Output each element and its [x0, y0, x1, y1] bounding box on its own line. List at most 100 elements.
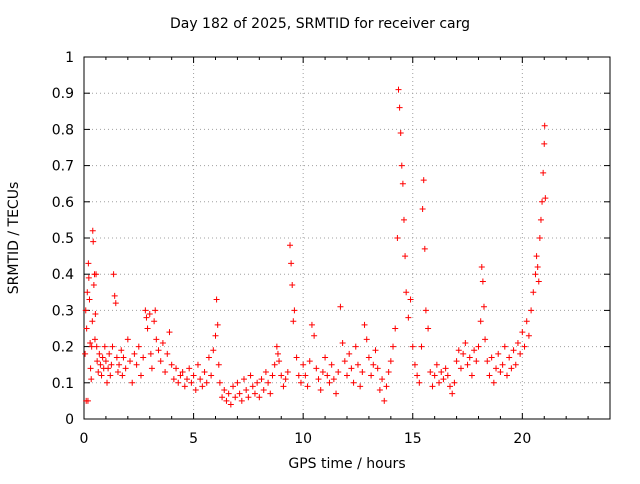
- data-point: [265, 379, 272, 386]
- data-point: [98, 372, 105, 379]
- data-point: [510, 347, 517, 354]
- data-point: [429, 383, 436, 390]
- data-point: [110, 271, 117, 278]
- data-point: [475, 343, 482, 350]
- data-point: [533, 253, 540, 260]
- data-point: [431, 372, 438, 379]
- data-point: [184, 376, 191, 383]
- data-point: [112, 300, 119, 307]
- data-point: [479, 278, 486, 285]
- data-point: [170, 376, 177, 383]
- data-point: [512, 361, 519, 368]
- data-point: [159, 339, 166, 346]
- data-point: [135, 343, 142, 350]
- data-point: [352, 343, 359, 350]
- data-point: [107, 372, 114, 379]
- data-point: [157, 358, 164, 365]
- data-point: [247, 372, 254, 379]
- data-point: [365, 354, 372, 361]
- data-point: [397, 130, 404, 137]
- data-point: [151, 318, 158, 325]
- data-point: [442, 365, 449, 372]
- x-axis-label: GPS time / hours: [288, 456, 406, 472]
- data-point: [460, 350, 467, 357]
- data-point: [89, 318, 96, 325]
- data-point: [101, 343, 108, 350]
- data-point: [523, 318, 530, 325]
- data-point: [249, 383, 256, 390]
- data-point: [405, 314, 412, 321]
- x-tick-label: 0: [80, 431, 89, 447]
- data-point: [97, 361, 104, 368]
- data-point: [111, 292, 118, 299]
- data-point: [122, 365, 129, 372]
- data-point: [499, 361, 506, 368]
- data-point: [335, 368, 342, 375]
- data-point: [297, 379, 304, 386]
- data-point: [350, 379, 357, 386]
- data-point: [215, 361, 222, 368]
- data-point: [230, 383, 237, 390]
- data-point: [495, 350, 502, 357]
- y-tick-label: 0.5: [52, 231, 74, 247]
- data-point: [223, 397, 230, 404]
- data-point: [333, 390, 340, 397]
- data-point: [144, 325, 151, 332]
- data-point: [422, 307, 429, 314]
- data-point: [91, 336, 98, 343]
- data-point: [94, 358, 101, 365]
- data-point: [514, 339, 521, 346]
- data-point: [274, 350, 281, 357]
- data-point: [436, 379, 443, 386]
- y-tick-label: 0: [65, 412, 74, 428]
- data-point: [179, 368, 186, 375]
- data-point: [269, 372, 276, 379]
- data-point: [113, 354, 120, 361]
- y-tick-label: 0.6: [52, 195, 74, 211]
- data-point: [530, 289, 537, 296]
- data-point: [339, 339, 346, 346]
- data-point: [236, 390, 243, 397]
- data-point: [337, 303, 344, 310]
- data-point: [374, 365, 381, 372]
- data-point: [124, 336, 131, 343]
- data-point: [199, 383, 206, 390]
- y-tick-label: 0.2: [52, 340, 74, 356]
- data-point: [392, 325, 399, 332]
- data-point: [354, 361, 361, 368]
- data-point: [440, 376, 447, 383]
- data-point: [540, 169, 547, 176]
- data-point: [181, 383, 188, 390]
- y-tick-label: 0.9: [52, 86, 74, 102]
- data-point: [262, 368, 269, 375]
- data-point: [168, 361, 175, 368]
- data-point: [466, 354, 473, 361]
- data-point: [306, 358, 313, 365]
- data-point: [140, 354, 147, 361]
- data-point: [315, 376, 322, 383]
- data-point: [245, 394, 252, 401]
- data-point: [473, 358, 480, 365]
- data-point: [462, 339, 469, 346]
- data-point: [455, 347, 462, 354]
- data-point: [147, 350, 154, 357]
- y-tick-label: 0.7: [52, 159, 74, 175]
- data-point: [84, 397, 91, 404]
- data-point: [534, 263, 541, 270]
- data-point: [444, 372, 451, 379]
- y-tick-label: 1: [65, 50, 74, 66]
- x-tick-label: 5: [189, 431, 198, 447]
- data-point: [438, 368, 445, 375]
- data-point: [324, 372, 331, 379]
- data-point: [398, 162, 405, 169]
- data-point: [118, 347, 125, 354]
- data-point: [484, 358, 491, 365]
- data-point: [344, 372, 350, 379]
- data-point: [427, 368, 434, 375]
- data-point: [256, 394, 263, 401]
- data-point: [190, 372, 197, 379]
- data-point: [90, 238, 97, 245]
- data-point: [212, 332, 219, 339]
- data-point: [542, 195, 549, 202]
- data-point: [400, 216, 407, 223]
